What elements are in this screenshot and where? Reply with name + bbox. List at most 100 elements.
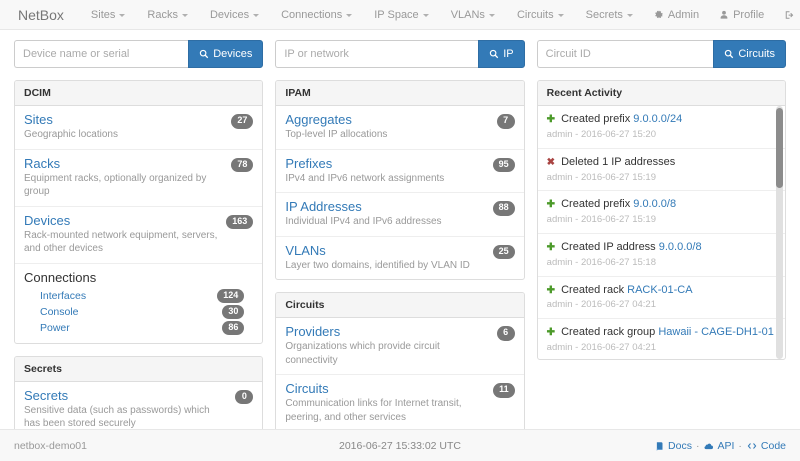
circuit-search-button[interactable]: Circuits (713, 40, 786, 68)
list-item-devices[interactable]: Devices 163 Rack-mounted network equipme… (15, 207, 263, 264)
activity-item[interactable]: ✖ Deleted 1 IP addresses admin - 2016-06… (537, 149, 785, 192)
link-racks[interactable]: Racks (24, 155, 61, 171)
activity-item[interactable]: ✚ Created prefix 9.0.0.0/8 admin - 2016-… (537, 191, 785, 234)
link-aggregates[interactable]: Aggregates (285, 112, 352, 127)
nav-item-logout[interactable]: Log out (774, 9, 800, 21)
link-secrets[interactable]: Secrets (24, 387, 69, 403)
list-item-racks[interactable]: Racks 78 Equipment racks, optionally org… (15, 150, 263, 207)
book-icon (655, 441, 665, 451)
link-ip-addresses[interactable]: IP Addresses (285, 199, 362, 214)
item-description: Rack-mounted network equipment, servers,… (24, 229, 218, 255)
item-description: Equipment racks, optionally organized by… (24, 172, 207, 198)
activity-target-link[interactable]: RACK-01-CA (627, 283, 693, 296)
column-left: DCIM Sites 27 Geographic locations Racks… (14, 80, 264, 451)
nav-item-label: Secrets (585, 8, 623, 21)
footer-link-api[interactable]: API (703, 440, 734, 452)
activity-line: ✖ Deleted 1 IP addresses (547, 155, 769, 170)
nav-item-admin[interactable]: Admin (644, 9, 709, 21)
list-item-console[interactable]: Console 30 (24, 304, 253, 320)
brand-logo[interactable]: NetBox (18, 6, 64, 23)
activity-action: Created rack (561, 283, 625, 296)
badge-count: 86 (222, 320, 245, 336)
device-search-button[interactable]: Devices (188, 40, 264, 68)
activity-item[interactable]: ✚ Created rack group Hawaii - CAGE-DH1-0… (538, 319, 785, 359)
list-item-prefixes[interactable]: Prefixes 95 IPv4 and IPv6 network assign… (276, 150, 524, 193)
link-devices[interactable]: Devices (24, 212, 71, 228)
badge-count: 95 (492, 157, 515, 173)
chevron-down-icon (119, 14, 126, 17)
activity-meta: admin - 2016-06-27 04:21 (546, 342, 656, 354)
nav-item-vlans[interactable]: VLANs (440, 9, 506, 21)
link-vlans[interactable]: VLANs (285, 242, 326, 258)
plus-icon: ✚ (546, 284, 556, 296)
panel-title-secrets: Secrets (15, 356, 263, 382)
list-item-providers[interactable]: Providers 6 Organizations which provide … (276, 318, 524, 375)
list-item-circuits[interactable]: Circuits 11 Communication links for Inte… (276, 375, 523, 431)
nav-item-sites[interactable]: Sites (80, 9, 136, 21)
list-item-sites[interactable]: Sites 27 Geographic locations (15, 106, 263, 150)
chevron-down-icon (626, 14, 633, 17)
activity-meta: admin - 2016-06-27 15:19 (546, 214, 656, 226)
list-item-secrets[interactable]: Secrets 0 Sensitive data (such as passwo… (15, 382, 262, 438)
device-search-input[interactable] (14, 40, 189, 68)
activity-item[interactable]: ✚ Created rack RACK-01-CA admin - 2016-0… (537, 277, 785, 320)
link-interfaces[interactable]: Interfaces (40, 289, 87, 302)
footer-link-code[interactable]: Code (746, 440, 786, 452)
nav-item-profile[interactable]: Profile (709, 9, 774, 21)
activity-item[interactable]: ✚ Created prefix 9.0.0.0/24 admin - 2016… (537, 106, 785, 149)
footer-link-label: Docs (668, 439, 692, 452)
nav-item-secrets[interactable]: Secrets (575, 9, 644, 21)
nav-item-label: Racks (147, 8, 178, 21)
nav-item-ip-space[interactable]: IP Space (363, 9, 439, 21)
circuit-search-group: Circuits (536, 40, 786, 68)
nav-right-group: Admin Profile Log out (644, 9, 800, 21)
activity-target-link[interactable]: 9.0.0.0/8 (633, 198, 677, 211)
activity-action: Created rack group (561, 326, 656, 339)
activity-line: ✚ Created rack RACK-01-CA (547, 283, 769, 298)
chevron-down-icon (346, 14, 353, 17)
nav-item-devices[interactable]: Devices (199, 9, 270, 21)
activity-scrollbar-thumb[interactable] (775, 108, 783, 188)
link-sites[interactable]: Sites (24, 112, 53, 127)
nav-item-connections[interactable]: Connections (270, 9, 363, 21)
link-power[interactable]: Power (40, 321, 70, 334)
panel-title-dcim: DCIM (15, 81, 263, 106)
code-icon (746, 441, 758, 451)
badge-count: 27 (231, 114, 254, 129)
list-item-vlans[interactable]: VLANs 25 Layer two domains, identified b… (276, 237, 523, 280)
activity-scrollbar[interactable] (775, 106, 783, 359)
activity-line: ✚ Created prefix 9.0.0.0/24 (547, 112, 769, 127)
nav-item-label: Connections (281, 8, 343, 21)
footer-link-label: API (717, 439, 735, 452)
item-description: Individual IPv4 and IPv6 addresses (285, 216, 442, 227)
plus-icon: ✚ (546, 199, 556, 211)
list-item-ip-addresses[interactable]: IP Addresses 88 Individual IPv4 and IPv6… (276, 193, 524, 237)
link-prefixes[interactable]: Prefixes (285, 155, 333, 171)
activity-list: ✚ Created prefix 9.0.0.0/24 admin - 2016… (537, 106, 785, 359)
link-circuits[interactable]: Circuits (285, 381, 329, 396)
activity-action: Created prefix (561, 198, 631, 211)
activity-item[interactable]: ✚ Created IP address 9.0.0.0/8 admin - 2… (537, 234, 785, 277)
badge-count: 0 (235, 389, 254, 405)
list-item-aggregates[interactable]: Aggregates 7 Top-level IP allocations (276, 106, 524, 150)
nav-item-racks[interactable]: Racks (136, 9, 199, 21)
chevron-down-icon (422, 14, 429, 17)
activity-target-link[interactable]: Hawaii - CAGE-DH1-01 (658, 326, 774, 339)
activity-target-link[interactable]: 9.0.0.0/8 (658, 240, 702, 253)
activity-target-link[interactable]: 9.0.0.0/24 (633, 113, 683, 125)
list-item-power[interactable]: Power 86 (24, 320, 253, 336)
item-description: Communication links for Internet transit… (285, 398, 462, 423)
panel-title-ipam: IPAM (276, 81, 524, 106)
ip-search-button[interactable]: IP (478, 40, 525, 68)
circuit-search-input[interactable] (536, 40, 714, 68)
footer-link-docs[interactable]: Docs (655, 440, 692, 452)
group-title-connections: Connections (24, 269, 97, 285)
chevron-down-icon (488, 14, 495, 17)
nav-item-circuits[interactable]: Circuits (506, 9, 575, 21)
list-item-interfaces[interactable]: Interfaces 124 (24, 288, 253, 304)
link-console[interactable]: Console (40, 305, 79, 318)
link-providers[interactable]: Providers (285, 324, 341, 339)
ip-search-input[interactable] (275, 40, 479, 68)
activity-line: ✚ Created prefix 9.0.0.0/8 (547, 197, 769, 212)
badge-count: 6 (496, 326, 515, 341)
